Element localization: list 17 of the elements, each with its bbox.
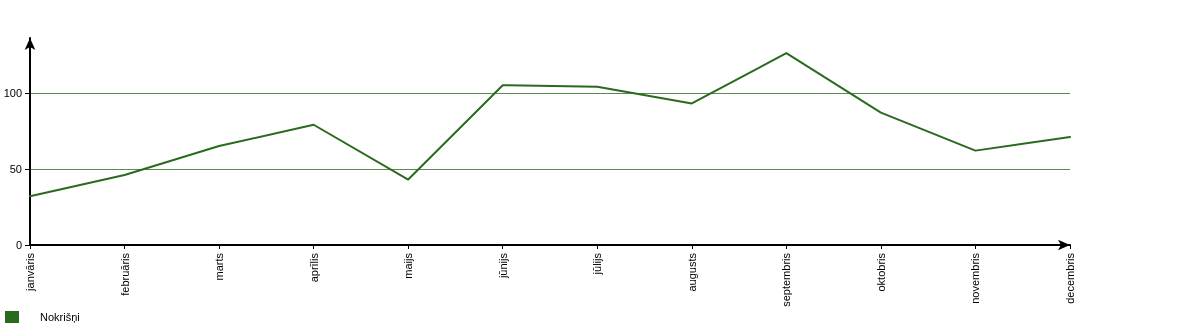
x-tick-label: jūnijs: [496, 252, 509, 280]
x-tick-label: janvāris: [24, 252, 36, 292]
x-tick-label: jūlijs: [591, 252, 604, 276]
x-tick-label: augusts: [685, 252, 698, 292]
x-tick-label: maijs: [402, 252, 415, 279]
x-tick-label: aprīlis: [307, 252, 320, 283]
y-tick-label: 50: [9, 162, 22, 175]
x-tick-label: oktobris: [874, 252, 887, 292]
legend-label: Nokrišņi: [40, 311, 80, 323]
y-tick-label: 0: [15, 239, 22, 251]
x-tick-label: marts: [213, 252, 226, 281]
x-tick-label: decembris: [1064, 252, 1076, 304]
line-series: [29, 52, 1071, 198]
x-tick-label: februāris: [118, 252, 131, 296]
y-tick-label: 100: [3, 86, 22, 99]
x-tick-label: novembris: [969, 252, 982, 304]
x-tick-label: septembris: [780, 252, 793, 307]
